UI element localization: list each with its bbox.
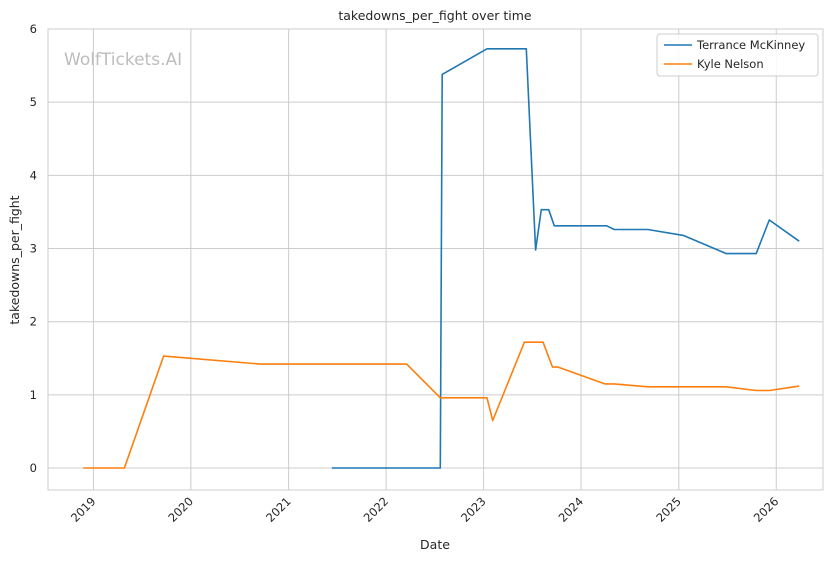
series-layer — [83, 47, 800, 469]
series-line-terrance-mckinney — [331, 47, 800, 469]
chart-title: takedowns_per_fight over time — [338, 8, 532, 23]
legend-label-terrance-mckinney: Terrance McKinney — [696, 38, 805, 52]
y-axis-title: takedowns_per_fight — [7, 195, 22, 324]
y-tick-label: 6 — [30, 22, 37, 36]
grid — [48, 28, 823, 490]
y-tick-label: 5 — [30, 95, 37, 109]
plot-area-frame — [47, 28, 824, 491]
x-axis-title: Date — [420, 537, 450, 552]
y-tick-label: 3 — [30, 242, 37, 256]
y-tick-label: 2 — [30, 315, 37, 329]
series-line-kyle-nelson — [83, 341, 800, 469]
legend-label-kyle-nelson: Kyle Nelson — [697, 57, 764, 71]
watermark: WolfTickets.AI — [64, 50, 182, 70]
y-tick-label: 0 — [30, 461, 37, 475]
y-tick-label: 4 — [30, 168, 37, 182]
legend: Terrance McKinney Kyle Nelson — [656, 33, 819, 77]
y-tick-label: 1 — [30, 388, 37, 402]
legend-box — [656, 33, 819, 77]
